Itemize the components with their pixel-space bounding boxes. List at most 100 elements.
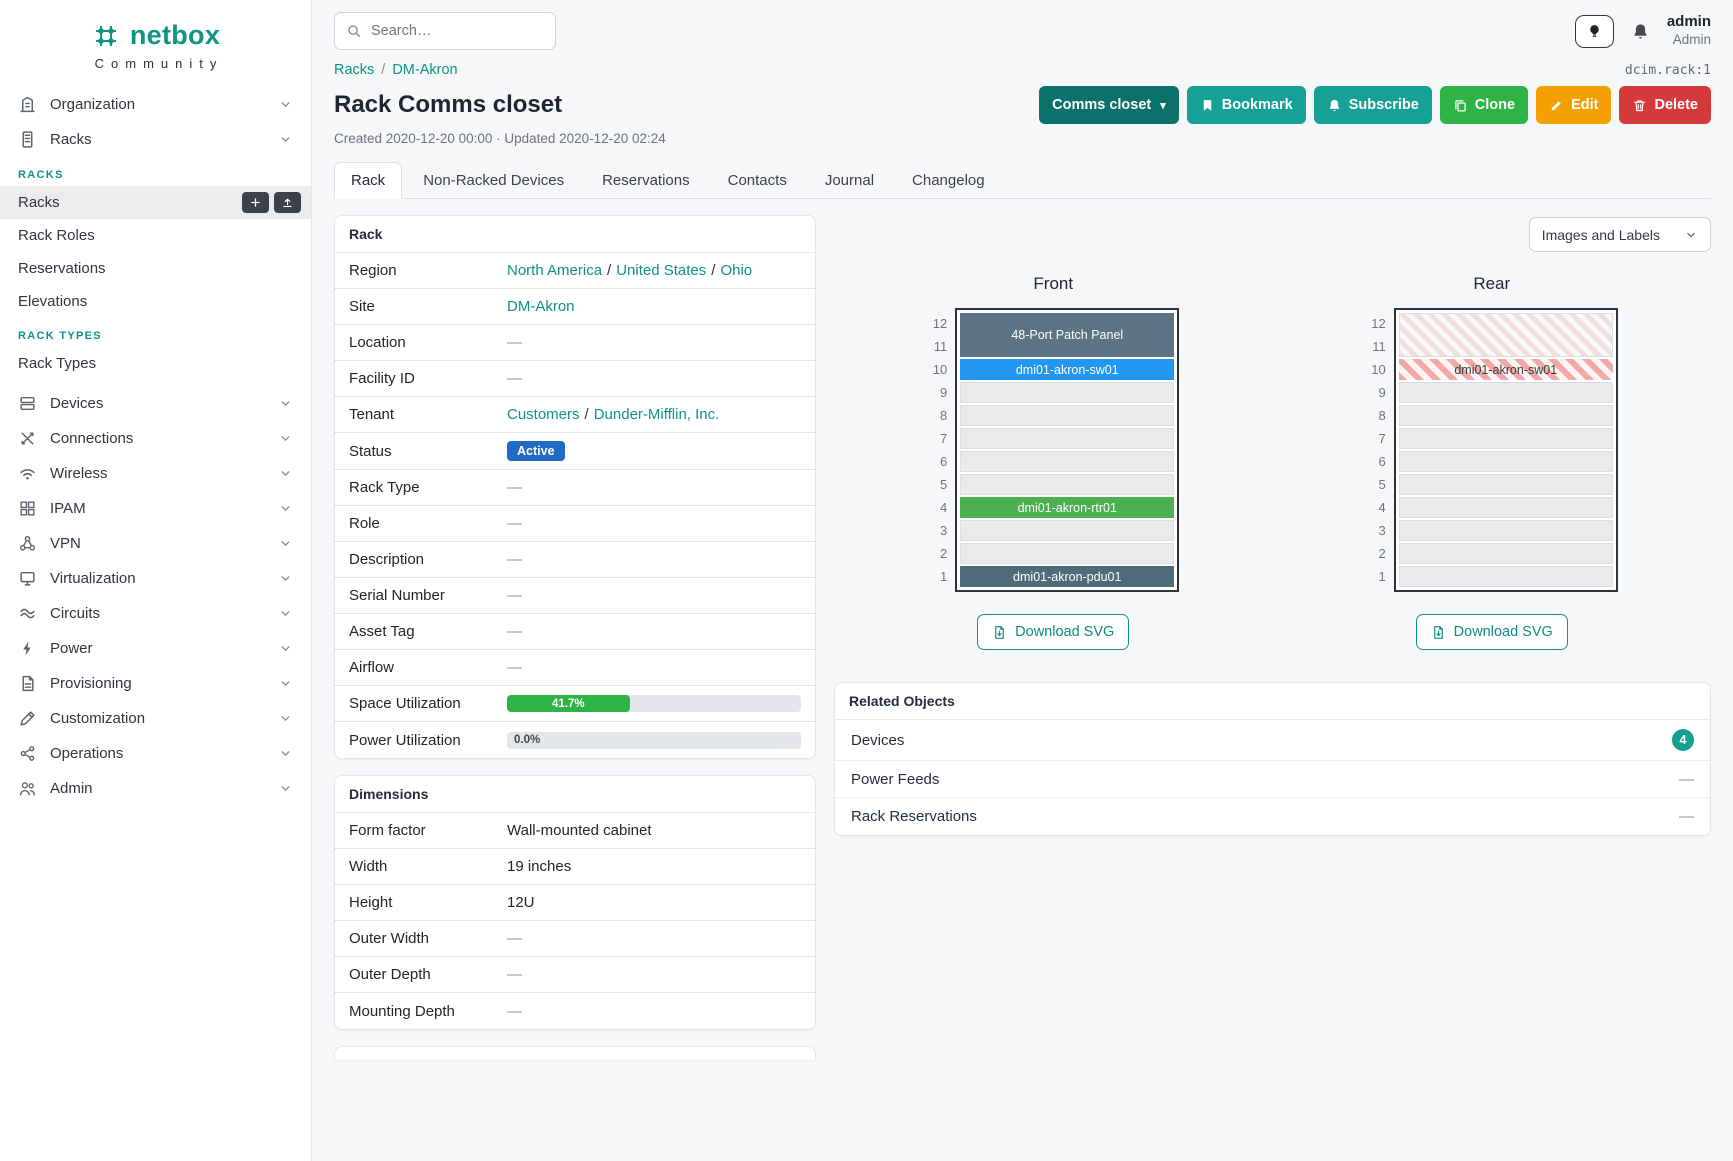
tenant-group-link[interactable]: Customers	[507, 406, 580, 423]
chevron-down-icon	[278, 132, 293, 147]
sidebar-item-power[interactable]: Power	[0, 631, 311, 666]
rack-slot-device[interactable]: 48-Port Patch Panel	[960, 313, 1175, 357]
bookmark-button[interactable]: Bookmark	[1186, 86, 1306, 124]
unit-number: 8	[1378, 408, 1386, 423]
unit-number: 8	[940, 408, 948, 423]
sidebar-item-racks[interactable]: Racks	[0, 186, 311, 219]
separator: /	[584, 406, 589, 423]
sidebar-item-customization[interactable]: Customization	[0, 701, 311, 736]
netbox-logo-icon	[95, 25, 116, 46]
sidebar-item-circuits[interactable]: Circuits	[0, 596, 311, 631]
sidebar-item-devices[interactable]: Devices	[0, 386, 311, 421]
tenant-link[interactable]: Dunder-Mifflin, Inc.	[593, 406, 720, 423]
sidebar-item-provisioning[interactable]: Provisioning	[0, 666, 311, 701]
sidebar-item-operations[interactable]: Operations	[0, 736, 311, 771]
user-name: admin	[1666, 13, 1711, 31]
subscribe-button[interactable]: Subscribe	[1313, 86, 1432, 124]
sidebar-item-label: Operations	[50, 745, 124, 762]
tab-non-racked-devices[interactable]: Non-Racked Devices	[423, 172, 565, 189]
tab-reservations[interactable]: Reservations	[602, 172, 690, 189]
unit-number: 7	[940, 431, 948, 446]
sidebar-item-elevations[interactable]: Elevations	[0, 285, 311, 318]
user-menu[interactable]: admin Admin	[1667, 13, 1711, 49]
breadcrumb-link-site[interactable]: DM-Akron	[392, 62, 458, 78]
download-svg-button-rear[interactable]: Download SVG	[1415, 614, 1568, 650]
chevron-down-icon	[278, 396, 293, 411]
power-utilization-label: 0.0%	[514, 734, 541, 746]
row-status: Status Active	[335, 433, 815, 470]
clone-button[interactable]: Clone	[1439, 86, 1529, 124]
region-link[interactable]: Ohio	[720, 262, 753, 279]
rack-slot-device[interactable]: dmi01-akron-pdu01	[960, 566, 1175, 587]
rack-slot-device[interactable]: dmi01-akron-sw01	[1398, 359, 1613, 380]
add-rack-button[interactable]	[242, 192, 269, 213]
related-row-rack-reservations[interactable]: Rack Reservations —	[835, 798, 1710, 835]
related-row-power-feeds[interactable]: Power Feeds —	[835, 761, 1710, 798]
rack-slot-device[interactable]: dmi01-akron-sw01	[960, 359, 1175, 380]
sidebar-item-label: Reservations	[18, 260, 106, 277]
sidebar-item-connections[interactable]: Connections	[0, 421, 311, 456]
building-icon	[18, 95, 37, 114]
sidebar-item-racks-group[interactable]: Racks	[0, 122, 311, 157]
netbox-logo[interactable]: netbox Community	[0, 14, 311, 87]
row-serial-number: Serial Number —	[335, 578, 815, 614]
breadcrumb-link-racks[interactable]: Racks	[334, 62, 375, 78]
theme-toggle-button[interactable]	[1574, 14, 1614, 48]
row-location: Location —	[335, 325, 815, 361]
search-input[interactable]	[371, 23, 544, 39]
share-nodes-icon	[18, 744, 37, 763]
row-label: Airflow	[349, 659, 395, 676]
space-utilization-bar: 41.7%	[507, 695, 801, 712]
sidebar-item-reservations[interactable]: Reservations	[0, 252, 311, 285]
sidebar-item-wireless[interactable]: Wireless	[0, 456, 311, 491]
notifications-bell-icon[interactable]	[1631, 22, 1650, 41]
sidebar-item-admin[interactable]: Admin	[0, 771, 311, 806]
rack-slot-empty	[960, 428, 1175, 449]
row-label: Width	[349, 858, 388, 875]
search-icon	[346, 23, 362, 39]
context-dropdown-button[interactable]: Comms closet ▾	[1039, 86, 1179, 124]
unit-number: 3	[940, 523, 948, 538]
unit-number: 6	[1378, 454, 1386, 469]
tab-changelog[interactable]: Changelog	[912, 172, 985, 189]
sidebar-item-vpn[interactable]: VPN	[0, 526, 311, 561]
bell-icon	[1327, 98, 1342, 113]
sidebar-item-rack-roles[interactable]: Rack Roles	[0, 219, 311, 252]
sidebar-item-organization[interactable]: Organization	[0, 87, 311, 122]
dimensions-panel: Dimensions Form factor Wall-mounted cabi…	[334, 775, 816, 1030]
circuits-wave-icon	[18, 604, 37, 623]
region-link[interactable]: United States	[616, 262, 707, 279]
sidebar-item-virtualization[interactable]: Virtualization	[0, 561, 311, 596]
tab-rack[interactable]: Rack	[334, 162, 403, 199]
lightning-icon	[18, 639, 37, 658]
chevron-down-icon	[1684, 228, 1698, 242]
sidebar-item-label: Rack Roles	[18, 227, 95, 244]
region-link[interactable]: North America	[507, 262, 603, 279]
separator: /	[711, 262, 716, 279]
delete-button[interactable]: Delete	[1619, 86, 1711, 124]
empty-value: —	[507, 479, 522, 496]
sidebar-item-label: Virtualization	[50, 570, 136, 587]
row-power-utilization: Power Utilization 0.0%	[335, 722, 815, 758]
tab-contacts[interactable]: Contacts	[727, 172, 787, 189]
tab-journal[interactable]: Journal	[824, 172, 875, 189]
edit-button[interactable]: Edit	[1536, 86, 1612, 124]
site-link[interactable]: DM-Akron	[507, 298, 575, 315]
sidebar-item-ipam[interactable]: IPAM	[0, 491, 311, 526]
import-rack-button[interactable]	[274, 192, 301, 213]
related-row-devices[interactable]: Devices 4	[835, 720, 1710, 761]
rack-slot-empty	[1398, 520, 1613, 541]
unit-number: 3	[1378, 523, 1386, 538]
search-input-wrap[interactable]	[334, 12, 556, 50]
download-svg-button-front[interactable]: Download SVG	[977, 614, 1130, 650]
space-utilization-fill: 41.7%	[507, 695, 630, 712]
sidebar-item-rack-types[interactable]: Rack Types	[0, 347, 311, 380]
rack-slot-device[interactable]: dmi01-akron-rtr01	[960, 497, 1175, 518]
chevron-down-icon	[278, 641, 293, 656]
row-height: Height 12U	[335, 885, 815, 921]
rack-slot-empty	[1398, 474, 1613, 495]
chevron-down-icon: ▾	[1160, 99, 1166, 112]
elevation-display-select[interactable]: Images and Labels	[1528, 217, 1711, 252]
row-airflow: Airflow —	[335, 650, 815, 686]
rack-slot-empty	[960, 474, 1175, 495]
